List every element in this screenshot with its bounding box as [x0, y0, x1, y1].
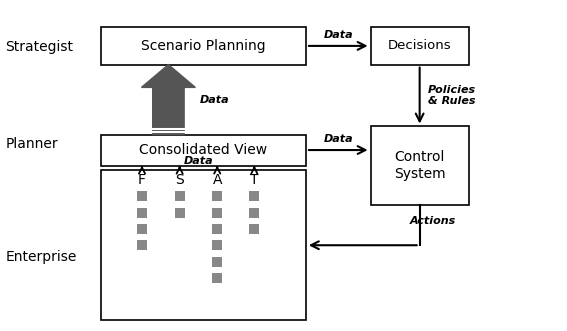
Point: [175, 210, 184, 215]
Text: Planner: Planner: [6, 137, 58, 151]
Text: Policies
& Rules: Policies & Rules: [428, 85, 476, 106]
Text: Decisions: Decisions: [388, 39, 451, 52]
Text: Actions: Actions: [410, 216, 456, 226]
Text: Enterprise: Enterprise: [6, 250, 77, 263]
Point: [213, 243, 222, 248]
Polygon shape: [141, 65, 196, 135]
Text: Data: Data: [199, 95, 229, 105]
FancyBboxPatch shape: [101, 27, 306, 65]
Text: Data: Data: [323, 30, 353, 40]
Point: [213, 226, 222, 232]
FancyBboxPatch shape: [101, 170, 306, 320]
FancyBboxPatch shape: [370, 126, 469, 205]
Point: [213, 259, 222, 264]
Text: A: A: [213, 173, 222, 187]
Point: [137, 243, 146, 248]
FancyBboxPatch shape: [101, 135, 306, 166]
FancyBboxPatch shape: [370, 27, 469, 65]
Text: T: T: [250, 173, 259, 187]
Text: Data: Data: [184, 156, 213, 166]
Point: [213, 194, 222, 199]
Point: [137, 226, 146, 232]
Text: F: F: [138, 173, 146, 187]
Point: [250, 226, 259, 232]
Text: Consolidated View: Consolidated View: [139, 143, 268, 157]
Point: [175, 194, 184, 199]
Point: [250, 194, 259, 199]
Text: Strategist: Strategist: [6, 40, 74, 54]
Text: Data: Data: [323, 134, 353, 144]
Point: [137, 194, 146, 199]
Point: [250, 210, 259, 215]
Point: [137, 210, 146, 215]
Text: S: S: [175, 173, 184, 187]
Text: Control
System: Control System: [394, 150, 446, 181]
Point: [213, 275, 222, 280]
Point: [213, 210, 222, 215]
Text: Scenario Planning: Scenario Planning: [141, 39, 266, 53]
